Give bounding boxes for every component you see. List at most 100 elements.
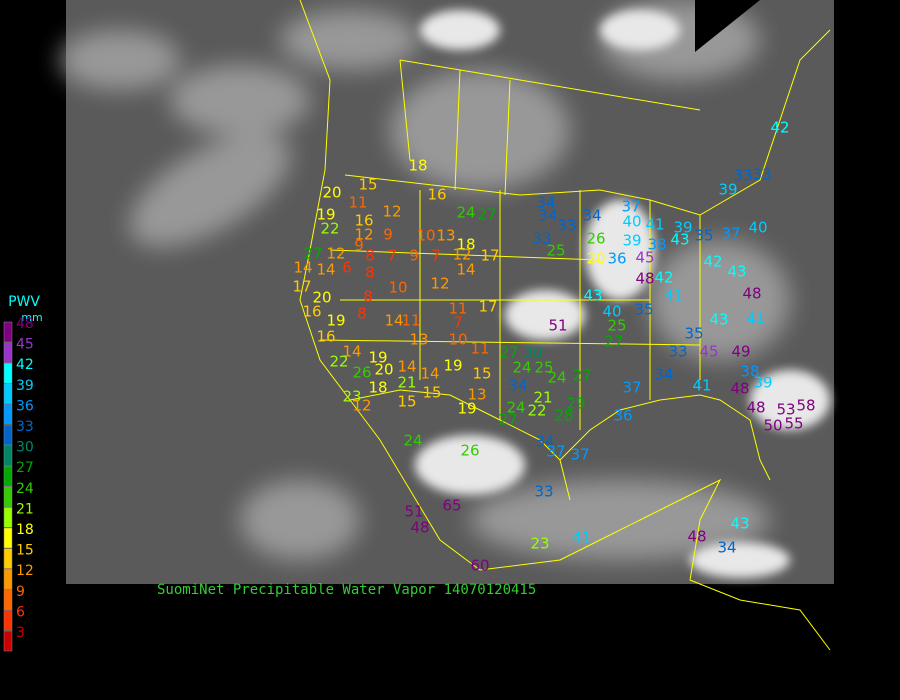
station-value: 14	[316, 261, 335, 279]
station-value: 38	[740, 363, 759, 381]
station-value: 49	[731, 343, 750, 361]
station-value: 16	[427, 186, 446, 204]
station-value: 45	[635, 249, 654, 267]
station-value: 17	[480, 247, 499, 265]
station-value: 10	[416, 227, 435, 245]
station-value: 14	[456, 261, 475, 279]
station-value: 21	[397, 374, 416, 392]
station-value: 19	[326, 312, 345, 330]
legend-label: 9	[16, 584, 25, 600]
station-value: 29	[566, 395, 585, 413]
station-value: 16	[354, 212, 373, 230]
station-value: 41	[746, 310, 765, 328]
station-value: 27	[604, 333, 623, 351]
station-value: 22	[329, 353, 348, 371]
station-value: 7	[387, 247, 397, 265]
satellite-image	[60, 0, 834, 584]
station-value: 22	[320, 220, 339, 238]
station-value: 34	[536, 194, 555, 212]
legend-swatch	[3, 404, 13, 425]
station-value: 37	[622, 379, 641, 397]
station-value: 12	[352, 397, 371, 415]
station-value: 37	[721, 225, 740, 243]
station-value: 16	[302, 303, 321, 321]
legend-label: 21	[16, 501, 34, 517]
legend-swatch	[3, 362, 13, 384]
station-value: 38	[647, 236, 666, 254]
station-value: 24	[547, 369, 566, 387]
station-value: 48	[410, 519, 429, 537]
legend-title: PWV	[8, 294, 40, 310]
station-value: 7	[431, 247, 441, 265]
station-value: 14	[420, 365, 439, 383]
station-value: 39	[753, 374, 772, 392]
station-value: 48	[730, 380, 749, 398]
station-value: 8	[365, 264, 375, 282]
station-value: 34	[538, 207, 557, 225]
station-value: 43	[709, 311, 728, 329]
station-value: 21	[533, 389, 552, 407]
station-value: 28	[554, 407, 573, 425]
station-value: 23	[342, 388, 361, 406]
legend-swatch	[3, 630, 13, 652]
station-value: 50	[763, 417, 782, 435]
station-value: 12	[430, 275, 449, 293]
station-value: 33	[668, 343, 687, 361]
station-value: 8	[357, 305, 367, 323]
station-value: 58	[796, 397, 815, 415]
station-value: 14	[342, 343, 361, 361]
station-value: 53	[776, 401, 795, 419]
station-value: 34	[582, 207, 601, 225]
station-value: 33	[733, 167, 752, 185]
legend-label: 39	[16, 378, 34, 394]
station-value: 48	[687, 528, 706, 546]
legend-label: 48	[16, 316, 34, 332]
station-value: 26	[460, 442, 479, 460]
station-value: 60	[470, 557, 489, 575]
station-value: 7	[453, 314, 463, 332]
station-value: 27	[498, 411, 517, 429]
station-value: 33	[534, 483, 553, 501]
legend-swatch	[3, 445, 13, 466]
legend-swatch	[3, 589, 13, 611]
station-value: 30	[523, 344, 542, 362]
legend-swatch	[3, 321, 13, 343]
station-value: 51	[404, 503, 423, 521]
station-value: 14	[293, 259, 312, 277]
station-value: 23	[530, 535, 549, 553]
station-value: 37	[621, 198, 640, 216]
station-value: 34	[508, 377, 527, 395]
legend-swatch	[3, 527, 13, 549]
legend-swatch	[3, 568, 13, 590]
station-value: 14	[384, 312, 403, 330]
station-value: 13	[436, 227, 455, 245]
station-value: 41	[664, 287, 683, 305]
legend-label: 12	[16, 563, 34, 579]
station-value: 37	[546, 443, 565, 461]
station-value: 42	[770, 119, 789, 137]
station-value: 16	[316, 328, 335, 346]
station-value: 9	[383, 226, 393, 244]
station-value: 19	[457, 400, 476, 418]
station-value: 27	[499, 344, 518, 362]
station-value: 45	[699, 343, 718, 361]
station-value: 20	[312, 289, 331, 307]
station-value: 18	[408, 157, 427, 175]
station-value: 15	[472, 365, 491, 383]
station-value: 25	[607, 317, 626, 335]
legend-swatch	[3, 610, 13, 631]
station-value: 12	[382, 203, 401, 221]
legend-swatch	[3, 342, 13, 363]
station-value: 12	[326, 245, 345, 263]
station-value: 43	[727, 263, 746, 281]
station-value: 11	[348, 194, 367, 212]
legend-swatch	[3, 548, 13, 569]
station-value: 27	[303, 245, 322, 263]
station-value: 8	[363, 288, 373, 306]
station-value: 25	[546, 242, 565, 260]
station-value: 43	[583, 287, 602, 305]
station-value: 40	[602, 303, 621, 321]
station-value: 13	[409, 331, 428, 349]
station-value: 43	[670, 231, 689, 249]
